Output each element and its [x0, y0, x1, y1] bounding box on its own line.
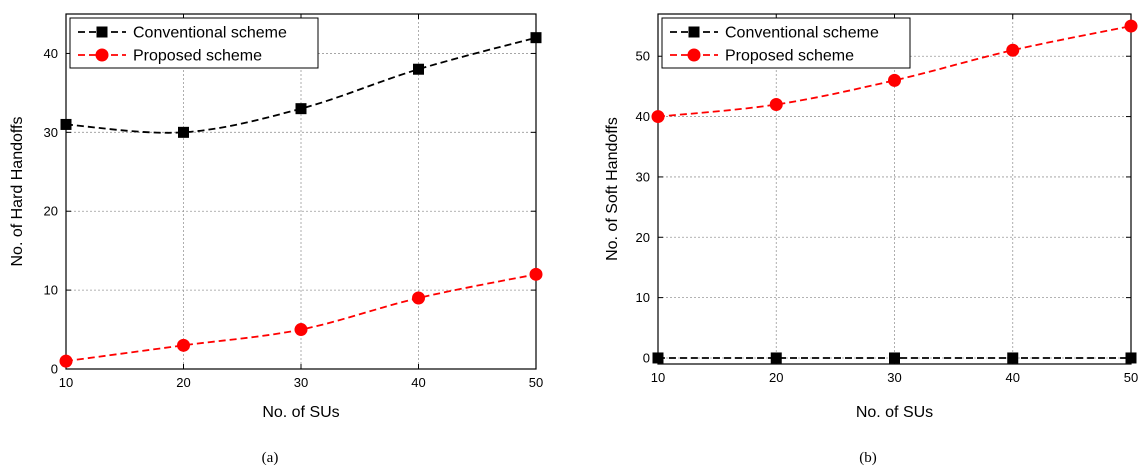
- x-tick-label: 10: [59, 375, 73, 390]
- figure-caption: (a): [262, 450, 279, 466]
- y-tick-label: 50: [636, 49, 650, 64]
- conventional-scheme-point: [889, 352, 900, 364]
- x-axis-label: No. of SUs: [856, 404, 933, 421]
- figure-caption: (b): [859, 450, 877, 466]
- proposed-scheme-point: [769, 98, 783, 112]
- y-tick-label: 30: [44, 125, 58, 140]
- legend-box: [69, 17, 319, 69]
- conventional-scheme-line: [65, 36, 537, 134]
- y-tick-label: 30: [636, 169, 650, 184]
- legend-label: Conventional scheme: [133, 25, 287, 42]
- x-tick-label: 40: [411, 375, 425, 390]
- conventional-scheme-point: [1007, 352, 1019, 364]
- conventional-scheme-point: [178, 126, 189, 138]
- proposed-scheme-point: [1006, 43, 1020, 57]
- legend-label: Conventional scheme: [725, 25, 879, 42]
- legend-label: Proposed scheme: [725, 48, 854, 65]
- conventional-scheme-point: [652, 352, 664, 364]
- proposed-scheme-line: [657, 25, 1132, 118]
- y-tick-label: 10: [636, 290, 650, 305]
- y-tick-label: 0: [51, 362, 58, 377]
- x-tick-label: 30: [294, 375, 308, 390]
- proposed-scheme-point: [177, 338, 190, 352]
- legend-marker-square: [96, 26, 108, 38]
- proposed-scheme-point: [412, 291, 425, 305]
- x-tick-label: 40: [1006, 370, 1020, 385]
- proposed-scheme-point: [1124, 19, 1138, 33]
- conventional-scheme-point: [1125, 352, 1137, 364]
- y-axis-label: No. of Hard Handoffs: [9, 116, 26, 266]
- conventional-scheme-point: [60, 118, 72, 130]
- legend-marker-circle: [687, 48, 701, 62]
- x-tick-label: 10: [651, 370, 665, 385]
- legend: Conventional scheme Proposed scheme: [69, 17, 319, 69]
- y-tick-label: 20: [44, 204, 58, 219]
- y-tick-label: 40: [636, 109, 650, 124]
- legend-label: Proposed scheme: [133, 48, 262, 65]
- y-tick-label: 0: [643, 350, 650, 365]
- legend-marker-circle: [95, 48, 109, 62]
- x-axis-label: No. of SUs: [262, 404, 339, 421]
- conventional-scheme-point: [770, 352, 782, 364]
- x-tick-label: 50: [529, 375, 543, 390]
- y-tick-label: 10: [44, 283, 58, 298]
- proposed-scheme-point: [294, 323, 308, 337]
- y-tick-label: 40: [44, 46, 58, 61]
- conventional-scheme-point: [530, 32, 542, 44]
- conventional-scheme-point: [413, 63, 424, 75]
- x-tick-label: 20: [176, 375, 190, 390]
- legend: Conventional scheme Proposed scheme: [661, 17, 911, 69]
- conventional-scheme-point: [295, 103, 307, 115]
- y-axis-label: No. of Soft Handoffs: [604, 117, 621, 261]
- x-tick-label: 30: [887, 370, 901, 385]
- y-tick-label: 20: [636, 230, 650, 245]
- proposed-scheme-point: [888, 73, 901, 87]
- legend-marker-square: [688, 26, 700, 38]
- proposed-scheme-point: [59, 354, 73, 368]
- legend-box: [661, 17, 911, 69]
- x-tick-label: 20: [769, 370, 783, 385]
- proposed-scheme-point: [651, 110, 665, 124]
- proposed-scheme-point: [529, 267, 543, 281]
- x-tick-label: 50: [1124, 370, 1138, 385]
